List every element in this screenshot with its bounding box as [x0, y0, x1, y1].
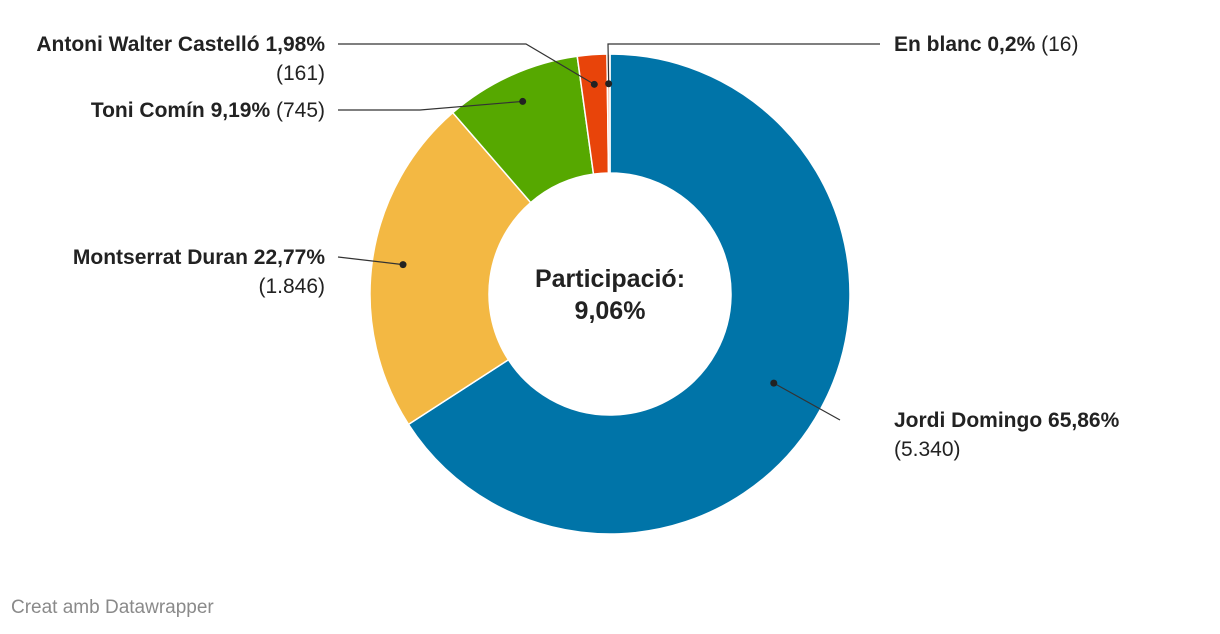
leader-line-2 [338, 100, 523, 111]
label-antoni-walter-castello: Antoni Walter Castelló 1,98% (161) [36, 33, 325, 85]
label-toni-comin: Toni Comín 9,19% (745) [90, 99, 325, 122]
leader-line-4 [607, 43, 880, 84]
label-jordi-domingo: Jordi Domingo 65,86% (5.340) [894, 409, 1120, 461]
leader-dot-4 [605, 80, 613, 88]
leader-dot-3 [590, 80, 598, 88]
leader-dot-1 [399, 261, 407, 269]
leader-line-0 [773, 382, 841, 421]
participation-label: Participació: 9,06% [490, 263, 730, 327]
leader-line-3 [338, 43, 595, 85]
slice-jordi-domingo [407, 53, 851, 535]
leader-dot-2 [519, 97, 527, 105]
participation-title: Participació: [534, 265, 686, 293]
label-montserrat-duran: Montserrat Duran 22,77% (1.846) [72, 246, 325, 298]
leader-dot-0 [770, 379, 778, 387]
slice-montserrat-duran [369, 111, 532, 426]
label-en-blanc: En blanc 0,2% (16) [894, 33, 1079, 56]
leader-line-1 [337, 256, 404, 266]
participation-value: 9,06% [574, 297, 646, 325]
footer-credit: Creat amb Datawrapper [11, 597, 214, 618]
